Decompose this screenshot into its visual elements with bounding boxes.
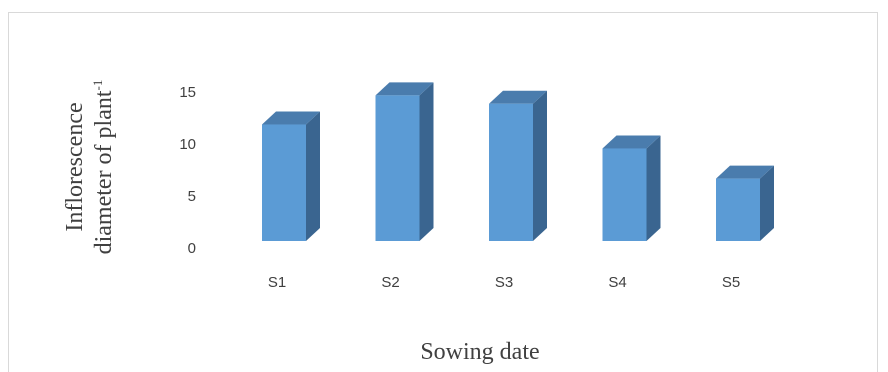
y-tick-label: 10 [179, 136, 196, 153]
bar [602, 135, 661, 241]
y-axis-title-main: diameter of plant [91, 90, 117, 254]
y-tick-label: 0 [188, 240, 196, 257]
bar-top-face [716, 165, 774, 179]
bar [375, 82, 434, 242]
x-axis-title: Sowing date [420, 339, 539, 365]
chart-frame [8, 12, 878, 372]
bar-side-face [306, 111, 320, 242]
x-axis-ticks: S1 S2 S3 S4 S5 [268, 274, 740, 291]
y-axis-title-line2: diameter of plant-1 [90, 80, 117, 255]
x-tick-label: S3 [495, 274, 513, 291]
bar-front-face [602, 148, 647, 241]
x-tick-label: S1 [268, 274, 286, 291]
x-tick-label: S5 [722, 274, 740, 291]
x-tick-label: S2 [381, 274, 399, 291]
bars [262, 82, 774, 242]
bar-top-face [375, 82, 434, 96]
bar-side-face [760, 165, 774, 241]
bar-side-face [419, 82, 434, 242]
bar-top-face [262, 111, 320, 125]
bar-top-face [602, 135, 661, 149]
bar [716, 165, 774, 241]
y-tick-label: 5 [188, 188, 196, 205]
bar-front-face [262, 124, 306, 241]
bar-side-face [646, 135, 661, 241]
y-axis-title-line1: Inflorescence [62, 102, 88, 231]
x-tick-label: S4 [608, 274, 626, 291]
y-axis-ticks: 0 5 10 15 [179, 84, 196, 257]
bar [262, 111, 320, 242]
bar-front-face [375, 95, 420, 242]
bar-side-face [533, 90, 547, 241]
bar-front-face [489, 103, 533, 241]
y-axis-title-superscript: -1 [90, 80, 105, 91]
bar [489, 90, 547, 241]
bar-top-face [489, 90, 547, 104]
y-tick-label: 15 [179, 84, 196, 101]
bar-front-face [716, 178, 760, 241]
